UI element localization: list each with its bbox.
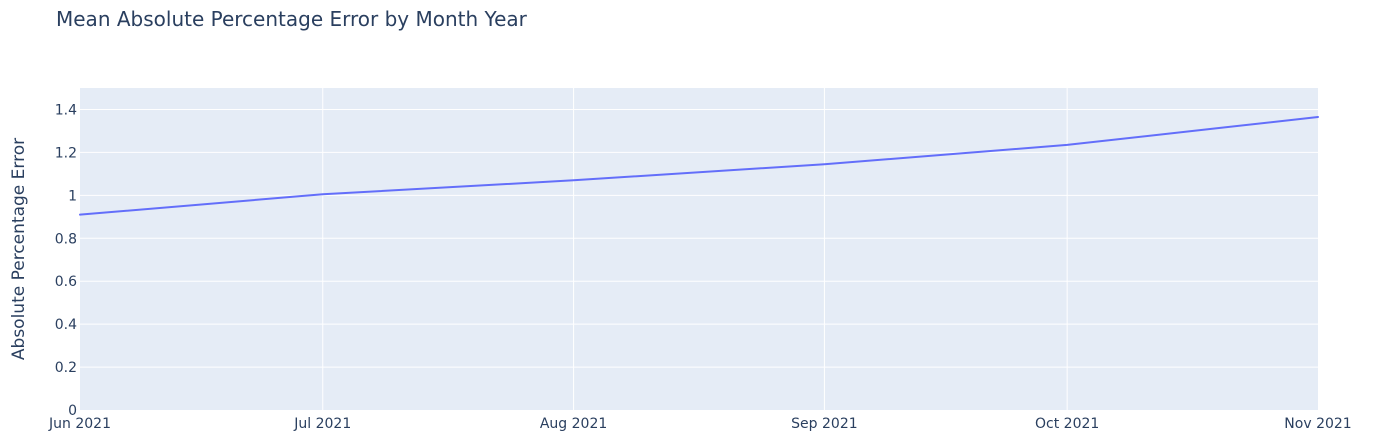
data-point[interactable] [1061, 139, 1073, 151]
y-tick-label: 1 [68, 188, 77, 204]
x-tick-label: Oct 2021 [1035, 416, 1099, 432]
data-point[interactable] [568, 174, 580, 186]
y-tick-label: 0 [68, 403, 77, 419]
y-tick-label: 0.8 [55, 231, 77, 247]
data-point[interactable] [1312, 111, 1324, 123]
data-point[interactable] [818, 158, 830, 170]
y-tick-label: 0.6 [55, 274, 77, 290]
x-tick-label: Nov 2021 [1284, 416, 1351, 432]
y-axis-ticks: 0 0.2 0.4 0.6 0.8 1 1.2 1.4 [55, 102, 77, 419]
data-point[interactable] [317, 188, 329, 200]
x-tick-label: Jun 2021 [48, 416, 111, 432]
y-tick-label: 1.4 [55, 102, 77, 118]
data-point[interactable] [74, 209, 86, 221]
chart-title: Mean Absolute Percentage Error by Month … [56, 7, 528, 31]
y-axis-title: Absolute Percentage Error [9, 138, 29, 360]
grid [80, 88, 1318, 410]
y-tick-label: 0.4 [55, 317, 77, 333]
series-line [79, 115, 1319, 216]
x-tick-label: Aug 2021 [540, 416, 607, 432]
y-tick-label: 1.2 [55, 145, 77, 161]
x-tick-label: Jul 2021 [293, 416, 351, 432]
plot-area [80, 88, 1318, 410]
x-axis-ticks: Jun 2021 Jul 2021 Aug 2021 Sep 2021 Oct 2021… [48, 416, 1352, 432]
y-tick-label: 0.2 [55, 360, 77, 376]
x-tick-label: Sep 2021 [791, 416, 857, 432]
series-layer [74, 111, 1324, 221]
